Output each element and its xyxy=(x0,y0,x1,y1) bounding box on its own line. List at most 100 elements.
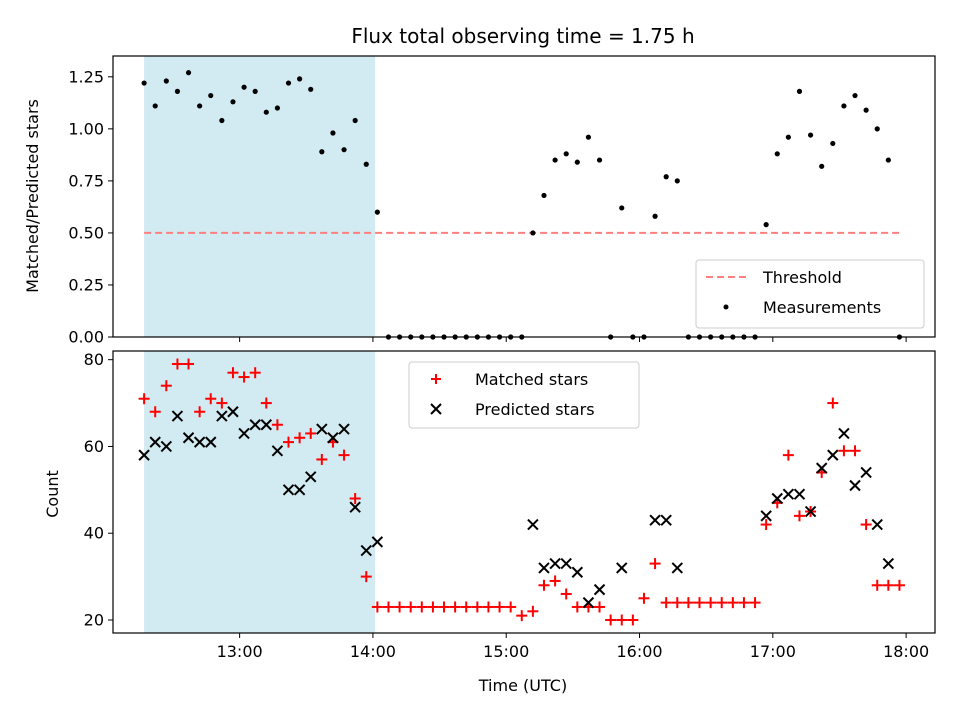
measurement-point xyxy=(874,126,880,132)
predicted-star-point xyxy=(205,436,217,448)
predicted-star-point xyxy=(593,583,606,596)
measurement-point xyxy=(141,80,147,86)
measurement-point xyxy=(197,103,203,109)
legend-matched-stars-label: Matched stars xyxy=(475,370,588,389)
predicted-star-point xyxy=(327,432,339,444)
measurement-point xyxy=(541,192,547,199)
matched-star-point xyxy=(882,579,894,591)
matched-star-point xyxy=(516,610,528,622)
predicted-star-point xyxy=(249,419,261,431)
measurements-legend-swatch xyxy=(723,304,729,310)
top-y-tick-label: 0.75 xyxy=(68,171,104,190)
measurement-point xyxy=(319,149,325,155)
measurement-point xyxy=(263,109,269,115)
matched-star-point xyxy=(860,519,872,531)
matched-star-point xyxy=(671,597,683,609)
predicted-star-point xyxy=(549,557,561,570)
measurement-point xyxy=(563,151,569,157)
bottom-series-predicted-stars xyxy=(138,406,895,609)
matched-star-point xyxy=(838,445,850,457)
predicted-star-point xyxy=(671,562,683,574)
measurement-point xyxy=(774,151,780,157)
bottom-shaded-interval xyxy=(144,351,376,633)
measurement-point xyxy=(352,117,358,124)
measurement-point xyxy=(297,76,303,82)
matched-star-point xyxy=(793,510,805,522)
matched-star-point xyxy=(727,597,739,609)
predicted-star-point xyxy=(560,557,572,570)
matched-star-point xyxy=(760,519,772,531)
predicted-star-point xyxy=(571,566,584,578)
matched-star-point xyxy=(694,597,706,609)
top-y-tick-label: 1.00 xyxy=(68,119,104,138)
measurement-point xyxy=(274,105,280,111)
matched-star-point xyxy=(494,601,506,613)
top-y-tick-label: 0.25 xyxy=(68,275,104,294)
measurement-point xyxy=(363,161,369,167)
bottom-x-tick-label: 15:00 xyxy=(483,642,529,661)
x-axis-label: Time (UTC) xyxy=(478,676,567,695)
predicted-star-point xyxy=(827,449,839,461)
bottom-y-tick-label: 40 xyxy=(84,524,104,543)
matched-star-point xyxy=(449,601,461,613)
bottom-legend-box xyxy=(408,361,640,429)
measurement-point xyxy=(663,174,669,180)
measurement-point xyxy=(852,92,858,99)
matched-star-point xyxy=(549,575,561,587)
matched-star-point xyxy=(682,597,694,609)
matched-star-point xyxy=(827,397,839,409)
top-series-measurements xyxy=(141,70,903,340)
predicted-star-point xyxy=(649,514,661,526)
measurement-point xyxy=(330,130,336,136)
measurement-point xyxy=(241,84,247,90)
matched-star-point xyxy=(227,367,239,379)
predicted-star-point xyxy=(838,427,850,440)
measurement-point xyxy=(619,205,625,211)
predicted-star-point xyxy=(349,501,361,513)
measurement-point xyxy=(185,70,192,76)
bottom-x-tick-label: 13:00 xyxy=(217,642,263,661)
bottom-x-tick-label: 17:00 xyxy=(750,642,796,661)
matched-star-point xyxy=(382,601,394,613)
top-y-tick-label: 0.00 xyxy=(68,328,104,347)
predicted-star-point xyxy=(771,492,783,505)
predicted-star-point xyxy=(182,432,195,444)
matched-star-point xyxy=(427,601,439,613)
matched-star-point xyxy=(394,601,406,613)
matched-star-point xyxy=(738,597,750,609)
top-y-tick-label: 0.50 xyxy=(68,223,104,242)
predicted-star-point xyxy=(660,514,672,526)
measurement-point xyxy=(763,222,769,228)
matched-star-point xyxy=(316,453,328,465)
matched-star-point xyxy=(638,592,650,604)
matched-star-point xyxy=(705,597,717,609)
bottom-x-tick-label: 18:00 xyxy=(883,642,929,661)
matched-star-point xyxy=(271,419,283,431)
top-legend-box xyxy=(695,259,925,329)
legend-threshold-label: Threshold xyxy=(762,268,842,287)
measurement-point xyxy=(163,78,169,84)
matched-star-point xyxy=(749,597,761,609)
bottom-series-matched-stars xyxy=(138,358,905,626)
predicted-star-point xyxy=(782,488,795,500)
predicted-star-point xyxy=(271,445,284,457)
top-axes-frame xyxy=(112,55,936,338)
matched-star-point xyxy=(649,558,661,570)
measurement-point xyxy=(652,213,658,219)
bottom-x-tick-label: 16:00 xyxy=(616,642,662,661)
matched-star-point xyxy=(616,614,628,626)
matched-star-point xyxy=(527,605,539,617)
measurement-point xyxy=(308,86,314,92)
bottom-y-axis-label: Count xyxy=(43,470,62,518)
measurement-point xyxy=(785,134,791,140)
bottom-y-tick-label: 80 xyxy=(84,350,104,369)
matched-star-point xyxy=(571,601,583,613)
matched-star-point xyxy=(438,601,450,613)
predicted-star-point xyxy=(293,484,306,496)
predicted-star-point xyxy=(238,427,250,440)
predicted-star-point xyxy=(616,562,628,574)
bottom-y-tick-label: 60 xyxy=(84,437,104,456)
predicted-stars-legend-swatch xyxy=(430,403,442,415)
predicted-star-point xyxy=(815,462,828,474)
